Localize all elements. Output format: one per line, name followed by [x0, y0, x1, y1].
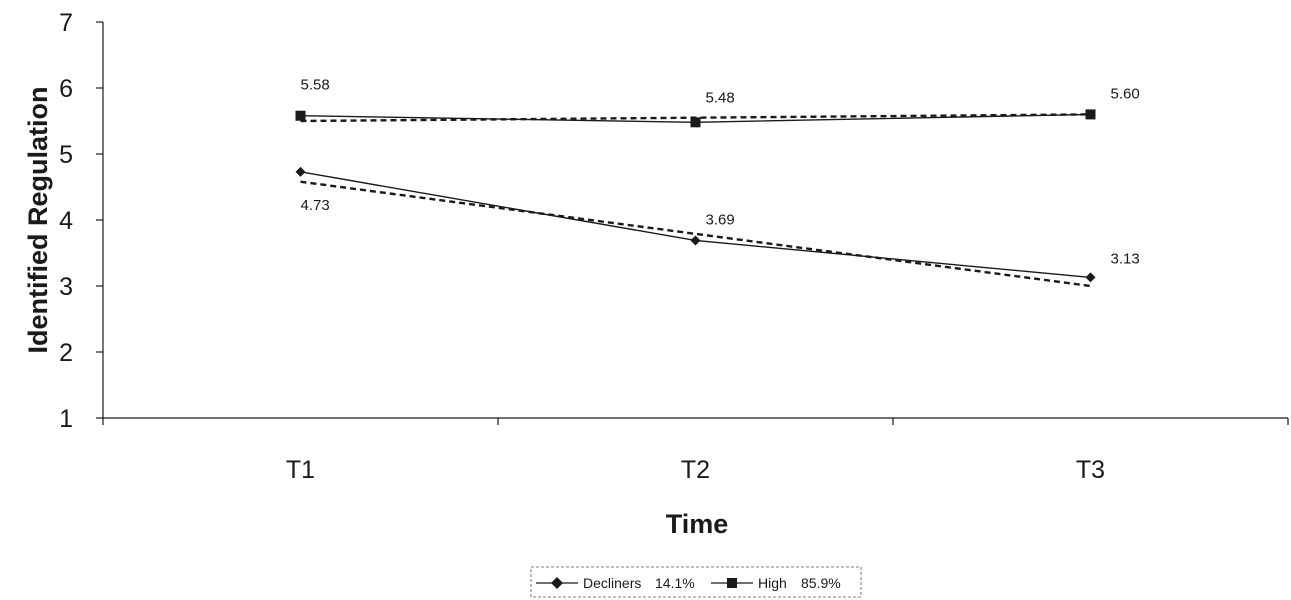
data-label-decliners-t2: 3.69: [706, 211, 735, 228]
series-line-decliners: [300, 171, 1091, 279]
legend-marker-high: [727, 578, 737, 588]
data-label-decliners-t1: 4.73: [301, 197, 330, 214]
series-layer: 4.73 3.69 3.13 5.58 5.48 5.60: [295, 77, 1140, 288]
legend-item-decliners: Decliners 14.1%: [536, 575, 695, 591]
series-high: 5.58 5.48 5.60: [295, 77, 1140, 128]
point-decliners-t3: [1085, 272, 1096, 283]
data-label-high-t3: 5.60: [1111, 85, 1140, 102]
legend-percent-high: 85.9%: [801, 575, 841, 591]
x-axis: T1 T2 T3: [102, 417, 1289, 484]
y-axis-title: Identified Regulation: [23, 87, 53, 354]
x-tick-label-t2: T2: [681, 456, 710, 484]
legend-item-high: High 85.9%: [711, 575, 841, 591]
legend-label-high: High: [758, 575, 787, 591]
data-label-decliners-t3: 3.13: [1111, 250, 1140, 267]
data-label-high-t1: 5.58: [301, 77, 330, 94]
data-label-high-t2: 5.48: [706, 89, 735, 106]
y-tick-label-3: 3: [59, 273, 73, 301]
legend-label-decliners: Decliners: [583, 575, 641, 591]
y-tick-label-7: 7: [59, 9, 73, 37]
y-tick-label-6: 6: [59, 75, 73, 103]
y-tick-label-5: 5: [59, 141, 73, 169]
x-axis-title: Time: [666, 509, 729, 539]
point-decliners-t1: [295, 166, 306, 177]
y-axis: 1 2 3 4 5 6 7: [59, 9, 104, 433]
legend-percent-decliners: 14.1%: [655, 575, 695, 591]
y-tick-label-4: 4: [59, 207, 73, 235]
point-high-t3: [1085, 109, 1096, 120]
legend: Decliners 14.1% High 85.9%: [530, 566, 862, 598]
y-tick-label-2: 2: [59, 339, 73, 367]
trend-line-decliners: [300, 180, 1091, 288]
legend-border: [530, 566, 862, 598]
point-decliners-t2: [690, 235, 701, 246]
y-tick-label-1: 1: [59, 405, 73, 433]
legend-marker-decliners: [551, 577, 563, 589]
series-decliners: 4.73 3.69 3.13: [295, 166, 1140, 288]
x-tick-label-t3: T3: [1076, 456, 1105, 484]
point-high-t1: [295, 110, 306, 121]
point-high-t2: [690, 117, 701, 128]
x-tick-label-t1: T1: [286, 456, 315, 484]
